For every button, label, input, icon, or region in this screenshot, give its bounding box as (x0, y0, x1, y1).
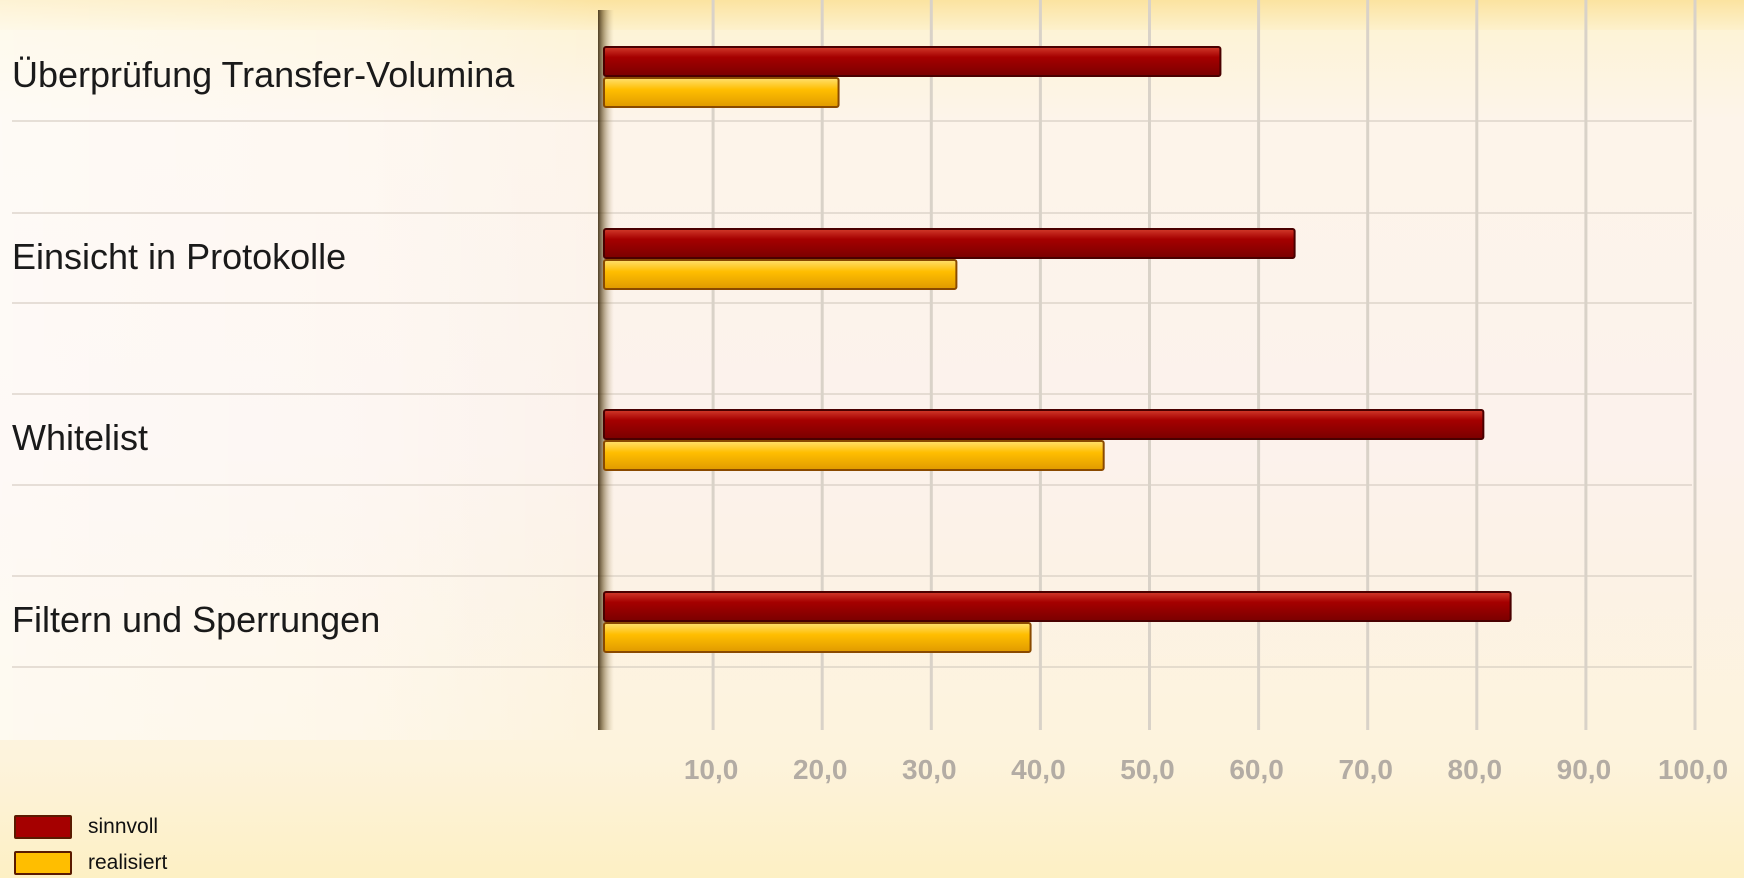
row-divider (12, 120, 1692, 122)
bar-sinnvoll (603, 591, 1512, 622)
row-divider (12, 484, 1692, 486)
category-label: Whitelist (12, 417, 149, 458)
row-divider (12, 212, 1692, 214)
bar-sinnvoll (603, 409, 1485, 440)
row-divider (12, 302, 1692, 304)
x-tick-label: 70,0 (1338, 754, 1393, 785)
x-tick-label: 10,0 (684, 754, 739, 785)
x-tick-label: 100,0 (1658, 754, 1728, 785)
x-tick-label: 20,0 (793, 754, 848, 785)
category-label-panel (0, 0, 605, 740)
bar-sinnvoll (603, 46, 1222, 77)
bar-realisiert (603, 440, 1105, 471)
row-divider (12, 393, 1692, 395)
bar-realisiert (603, 622, 1032, 653)
legend-label: sinnvoll (88, 815, 159, 838)
category-label: Filtern und Sperrungen (12, 599, 381, 640)
bar-sinnvoll (603, 228, 1296, 259)
x-tick-label: 60,0 (1229, 754, 1284, 785)
category-label: Einsicht in Protokolle (12, 236, 347, 277)
legend-swatch-sinnvoll (14, 815, 72, 839)
y-axis-shadow (598, 10, 614, 730)
row-divider (12, 575, 1692, 577)
bar-realisiert (603, 259, 958, 290)
x-tick-label: 80,0 (1448, 754, 1503, 785)
x-tick-label: 90,0 (1557, 754, 1612, 785)
row-divider (12, 666, 1692, 668)
x-tick-label: 50,0 (1120, 754, 1175, 785)
x-tick-labels: 10,0 20,0 30,0 40,0 50,0 60,0 70,0 80,0 90,0 100,… (684, 754, 1728, 785)
legend-swatch-realisiert (14, 851, 72, 875)
category-label: Überprüfung Transfer-Volumina (12, 54, 515, 95)
bar-realisiert (603, 77, 840, 108)
legend-label: realisiert (88, 851, 168, 874)
bars (603, 46, 1512, 653)
x-tick-label: 30,0 (902, 754, 957, 785)
x-tick-label: 40,0 (1011, 754, 1066, 785)
